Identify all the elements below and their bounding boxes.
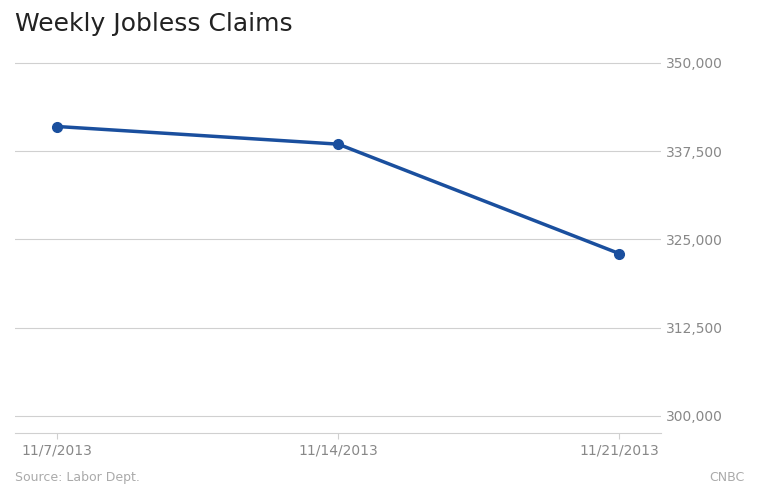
Text: Source: Labor Dept.: Source: Labor Dept. — [15, 471, 140, 484]
Text: CNBC: CNBC — [710, 471, 745, 484]
Text: Weekly Jobless Claims: Weekly Jobless Claims — [15, 13, 293, 36]
